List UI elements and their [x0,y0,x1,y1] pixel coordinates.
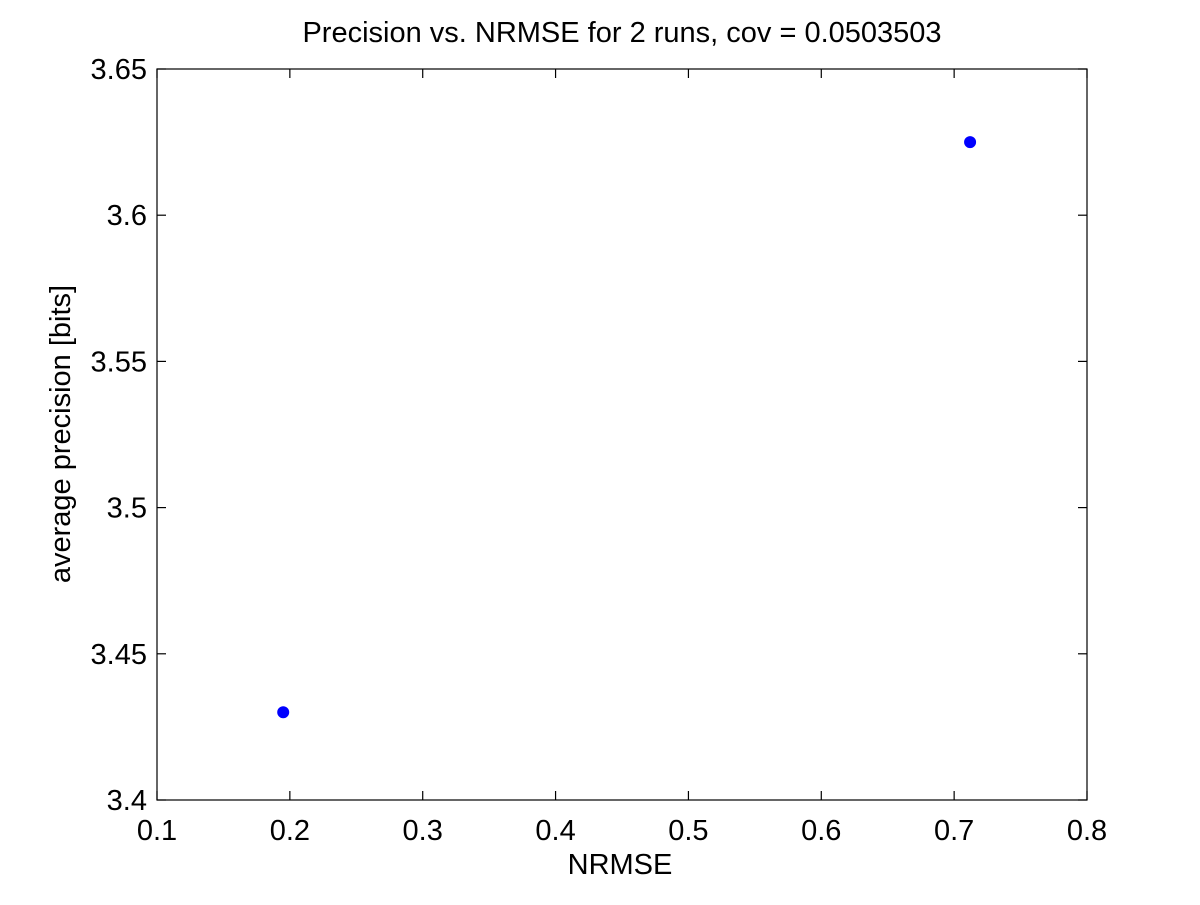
x-tick-label: 0.7 [934,815,974,847]
plot-area [156,68,1088,801]
scatter-series [277,136,977,719]
chart-title: Precision vs. NRMSE for 2 runs, cov = 0.… [302,17,941,49]
scatter-point [964,136,977,149]
x-axis-ticks: 0.1 0.2 0.3 0.4 0.5 0.6 0.7 0.8 [137,69,1107,847]
x-axis-label: NRMSE [568,849,673,881]
x-tick-label: 0.8 [1067,815,1107,847]
x-tick-label: 0.6 [801,815,841,847]
x-tick-label: 0.2 [270,815,310,847]
x-tick-label: 0.4 [535,815,575,847]
y-tick-label: 3.4 [107,785,147,817]
y-tick-label: 3.5 [107,493,147,525]
y-tick-label: 3.6 [107,200,147,232]
x-tick-label: 0.1 [137,815,177,847]
y-tick-label: 3.55 [91,346,147,378]
y-tick-label: 3.65 [91,54,147,86]
x-tick-label: 0.5 [668,815,708,847]
y-tick-label: 3.45 [91,639,147,671]
scatter-point [277,706,290,719]
y-axis-ticks: 3.4 3.45 3.5 3.55 3.6 3.65 [91,54,1087,817]
x-tick-label: 0.3 [403,815,443,847]
y-axis-label: average precision [bits] [45,285,77,583]
